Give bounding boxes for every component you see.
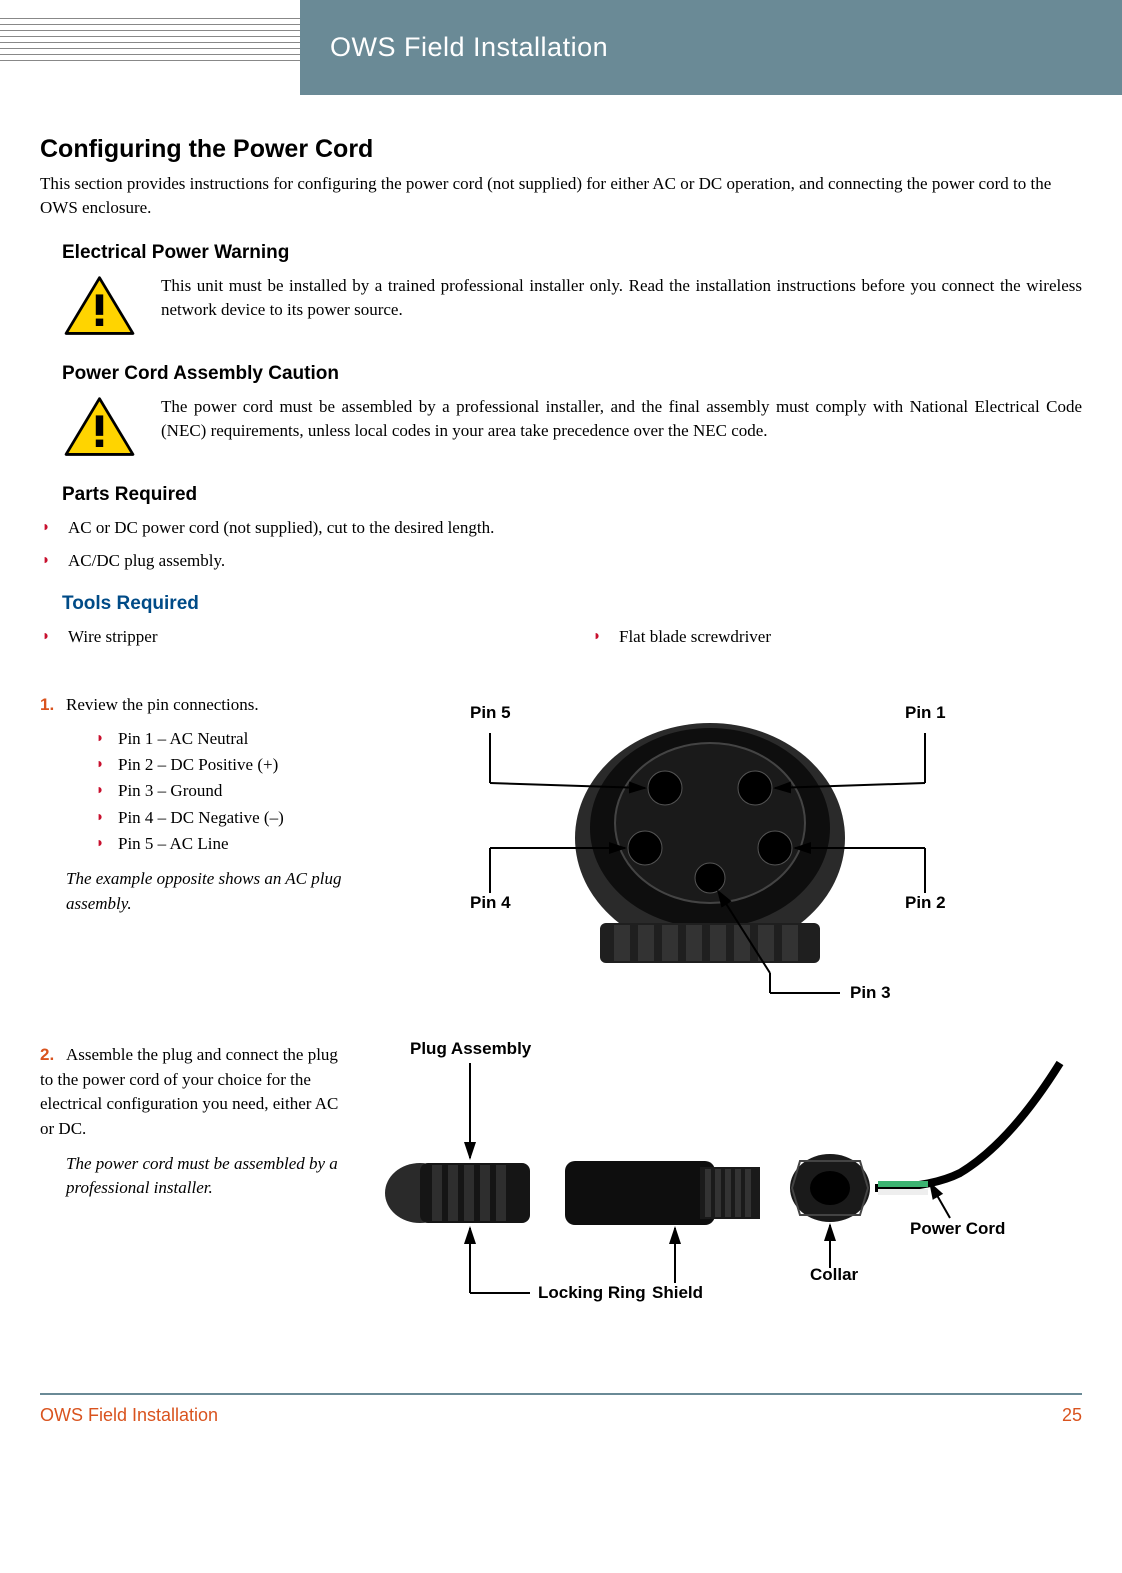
warning1-block: This unit must be installed by a trained… [62,274,1082,339]
parts-item: AC or DC power cord (not supplied), cut … [40,516,1082,540]
step-2: 2.Assemble the plug and connect the plug… [40,1043,1082,1323]
pin2-label: Pin 2 [905,893,946,913]
pin5-label: Pin 5 [470,703,511,723]
shield-label: Shield [652,1283,703,1303]
parts-list: AC or DC power cord (not supplied), cut … [40,516,1082,574]
plug-assembly-label: Plug Assembly [410,1039,531,1059]
page-footer: OWS Field Installation 25 [40,1393,1082,1456]
pin-item: Pin 3 – Ground [94,778,350,804]
power-cord-label: Power Cord [910,1219,1005,1239]
step1-note: The example opposite shows an AC plug as… [66,867,350,916]
step-1: 1.Review the pin connections. Pin 1 – AC… [40,693,1082,1013]
pin-item: Pin 1 – AC Neutral [94,726,350,752]
step1-number: 1. [40,695,66,715]
warning1-heading: Electrical Power Warning [62,242,1082,264]
header-left-decoration [0,0,300,95]
step1-text: Review the pin connections. [66,695,259,714]
tools-heading: Tools Required [62,593,1082,615]
step2-note: The power cord must be assembled by a pr… [66,1152,350,1201]
connector-diagram: Pin 5 Pin 1 Pin 4 Pin 2 Pin 3 [370,693,1082,1013]
warning-icon [62,274,137,339]
warning2-text: The power cord must be assembled by a pr… [161,395,1082,460]
locking-ring-label: Locking Ring [538,1283,646,1303]
footer-title: OWS Field Installation [40,1405,218,1426]
warning2-block: The power cord must be assembled by a pr… [62,395,1082,460]
warning2-heading: Power Cord Assembly Caution [62,363,1082,385]
pin4-label: Pin 4 [470,893,511,913]
step2-number: 2. [40,1045,66,1065]
caution-icon [62,395,137,460]
parts-heading: Parts Required [62,484,1082,506]
page-heading: Configuring the Power Cord [40,135,1082,164]
pin-item: Pin 4 – DC Negative (–) [94,805,350,831]
step2-text: Assemble the plug and connect the plug t… [40,1045,338,1138]
warning1-text: This unit must be installed by a trained… [161,274,1082,339]
collar-label: Collar [810,1265,858,1285]
pin-list: Pin 1 – AC Neutral Pin 2 – DC Positive (… [94,726,350,858]
pin-item: Pin 2 – DC Positive (+) [94,752,350,778]
pin-item: Pin 5 – AC Line [94,831,350,857]
tools-item: Wire stripper [40,625,531,649]
assembly-diagram: Plug Assembly Locking Ring Shield Collar… [370,1043,1082,1323]
page-number: 25 [1062,1405,1082,1426]
page-header: OWS Field Installation [0,0,1122,95]
assembly-svg [370,1043,1070,1323]
tools-item: Flat blade screwdriver [591,625,1082,649]
header-title: OWS Field Installation [330,32,608,63]
intro-paragraph: This section provides instructions for c… [40,172,1082,220]
connector-svg [370,693,1050,1013]
pin3-label: Pin 3 [850,983,891,1003]
pin1-label: Pin 1 [905,703,946,723]
tools-columns: Wire stripper Flat blade screwdriver [40,625,1082,669]
page-content: Configuring the Power Cord This section … [0,95,1122,1373]
parts-item: AC/DC plug assembly. [40,549,1082,573]
header-banner: OWS Field Installation [300,0,1122,95]
